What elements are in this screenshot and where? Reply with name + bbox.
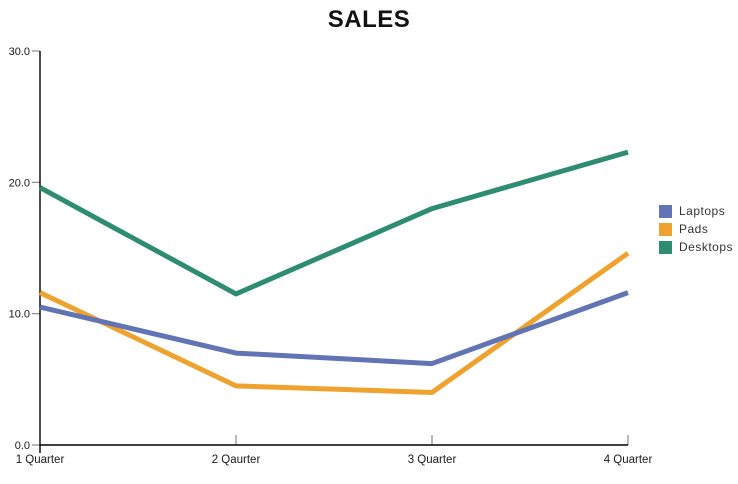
x-tick-label: 2 Qaurter bbox=[212, 454, 261, 466]
legend-label-laptops: Laptops bbox=[679, 204, 726, 218]
series-line-pads bbox=[38, 251, 630, 395]
y-tick-label: 30.0 bbox=[9, 46, 30, 58]
legend-item-pads: Pads bbox=[659, 222, 733, 236]
legend-label-desktops: Desktops bbox=[679, 240, 734, 254]
legend-item-desktops: Desktops bbox=[659, 240, 733, 254]
x-tick-label: 4 Quarter bbox=[604, 454, 653, 466]
x-tick-label: 3 Quarter bbox=[408, 454, 457, 466]
y-tick-label: 20.0 bbox=[9, 177, 30, 189]
y-tick-label: 0.0 bbox=[15, 440, 30, 452]
laptops-swatch-icon bbox=[659, 204, 672, 218]
pads-swatch-icon bbox=[659, 222, 672, 236]
legend-item-laptops: Laptops bbox=[659, 204, 733, 218]
chart-title: SALES bbox=[327, 6, 411, 33]
series-line-laptops bbox=[39, 290, 629, 367]
x-tick-label: 1 Quarter bbox=[16, 454, 65, 466]
legend: Laptops Pads Desktops bbox=[659, 204, 733, 258]
legend-label-pads: Pads bbox=[679, 222, 709, 236]
series-line-desktops bbox=[38, 149, 629, 297]
y-tick-label: 10.0 bbox=[9, 309, 30, 321]
desktops-swatch-icon bbox=[659, 240, 672, 254]
